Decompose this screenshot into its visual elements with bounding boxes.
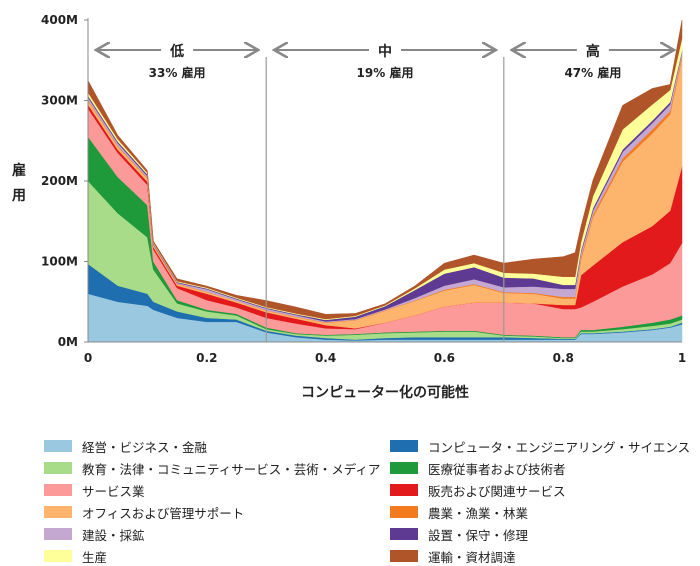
legend-item: 医療従事者および技術者: [390, 458, 566, 478]
legend-label: オフィスおよび管理サポート: [82, 505, 245, 521]
legend-label: 農業・漁業・林業: [428, 505, 529, 521]
legend-label: 生産: [82, 549, 108, 565]
legend-swatch: [390, 550, 418, 562]
legend-swatch: [390, 528, 418, 540]
area-layers: [87, 19, 683, 343]
legend-swatch: [44, 550, 72, 562]
legend-swatch: [44, 506, 72, 518]
legend-item: 設置・保守・修理: [390, 524, 528, 544]
legend-item: 農業・漁業・林業: [390, 502, 528, 522]
x-tick-label: 0.4: [315, 351, 336, 365]
legend-label: 販売および関連サービス: [428, 483, 566, 499]
x-tick-label: 0.8: [553, 351, 574, 365]
legend-label: 経営・ビジネス・金融: [82, 439, 208, 455]
legend-item: 販売および関連サービス: [390, 480, 566, 500]
y-tick-label: 200M: [41, 174, 78, 188]
legend-swatch: [390, 462, 418, 474]
y-tick-label: 300M: [41, 94, 78, 108]
legend-swatch: [390, 440, 418, 452]
region-share: 47% 雇用: [564, 65, 621, 80]
y-tick-label: 400M: [41, 13, 78, 27]
legend-item: コンピュータ・エンジニアリング・サイエンス: [390, 436, 690, 456]
legend-label: 医療従事者および技術者: [428, 461, 566, 477]
legend-item: 運輸・資材調達: [390, 546, 516, 566]
legend-label: 運輸・資材調達: [428, 549, 516, 565]
y-axis-label-2: 用: [12, 188, 26, 204]
legend-item: サービス業: [44, 480, 145, 500]
legend-swatch: [44, 484, 72, 496]
legend-item: 教育・法律・コミュニティサービス・芸術・メディア: [44, 458, 380, 478]
legend-label: コンピュータ・エンジニアリング・サイエンス: [428, 439, 691, 455]
region-label: 高: [586, 43, 600, 60]
region-share: 33% 雇用: [149, 65, 206, 80]
x-axis-label: コンピューター化の可能性: [301, 384, 469, 401]
legend-swatch: [44, 528, 72, 540]
legend-item: オフィスおよび管理サポート: [44, 502, 244, 522]
y-axis-label-1: 雇: [12, 162, 26, 179]
region-label: 中: [378, 43, 392, 60]
stacked-area-chart: 0M 100M 200M 300M 400M 0 0.2 0.4 0.6 0.8 1 低 33% 雇用…: [12, 13, 686, 401]
legend-swatch: [390, 506, 418, 518]
x-tick-label: 0.6: [434, 351, 455, 365]
legend-label: サービス業: [82, 483, 145, 499]
y-tick-label: 0M: [58, 335, 78, 349]
x-tick-label: 1: [678, 351, 686, 365]
legend-label: 建設・採鉱: [82, 527, 145, 543]
legend-swatch: [390, 484, 418, 496]
legend-swatch: [44, 462, 72, 474]
legend-item: 建設・採鉱: [44, 524, 145, 544]
region-share: 19% 雇用: [357, 65, 414, 80]
legend-swatch: [44, 440, 72, 452]
legend-label: 教育・法律・コミュニティサービス・芸術・メディア: [82, 461, 381, 477]
legend-item: 生産: [44, 546, 107, 566]
area-12: [87, 19, 683, 320]
x-tick-label: 0.2: [196, 351, 217, 365]
legend-item: 経営・ビジネス・金融: [44, 436, 207, 456]
legend-label: 設置・保守・修理: [428, 527, 529, 543]
y-tick-label: 100M: [41, 255, 78, 269]
region-label: 低: [169, 43, 184, 60]
x-tick-label: 0: [84, 351, 92, 365]
